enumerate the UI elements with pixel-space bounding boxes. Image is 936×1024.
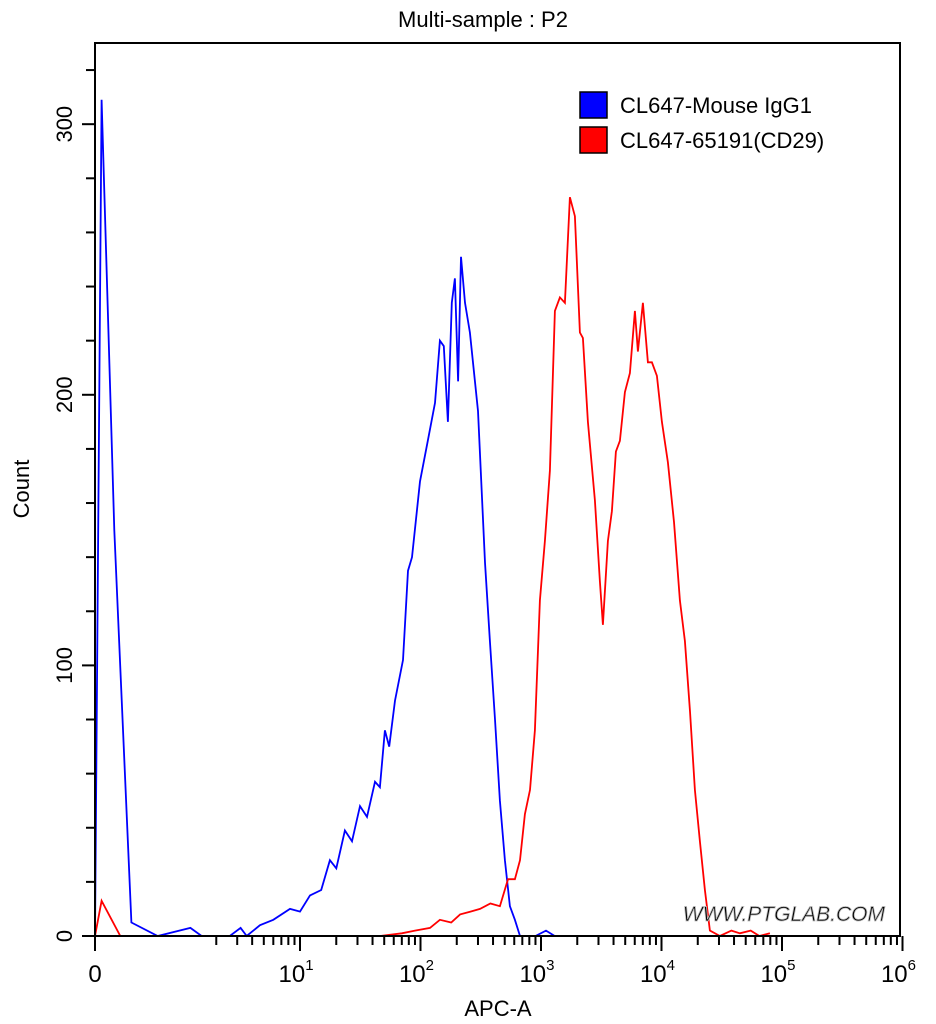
x-tick-label: 104 (640, 957, 675, 988)
legend-swatch-cd29 (579, 126, 608, 154)
y-axis-label: Count (9, 460, 34, 519)
x-tick-label: 102 (399, 957, 434, 988)
x-tick-label: 106 (881, 957, 916, 988)
legend-swatch-isotype (579, 91, 608, 119)
x-axis-label: APC-A (464, 996, 532, 1021)
x-tick-exponent: 1 (305, 957, 313, 974)
legend: CL647-Mouse IgG1 CL647-65191(CD29) (579, 91, 824, 154)
x-tick-label: 103 (519, 957, 554, 988)
x-tick-exponent: 5 (787, 957, 795, 974)
x-tick-exponent: 3 (546, 957, 554, 974)
y-tick-label: 200 (52, 376, 77, 413)
legend-label-isotype: CL647-Mouse IgG1 (620, 93, 812, 118)
x-tick-exponent: 6 (908, 957, 916, 974)
watermark: WWW.PTGLAB.COM (683, 903, 886, 926)
series-line-cd29 (94, 196, 771, 938)
x-tick-exponent: 2 (426, 957, 434, 974)
x-tick-label: 105 (760, 957, 795, 988)
y-tick-label: 100 (52, 647, 77, 684)
y-tick-label: 300 (52, 106, 77, 143)
x-tick-label: 0 (88, 961, 101, 988)
chart-title: Multi-sample : P2 (398, 7, 568, 32)
x-tick-exponent: 4 (667, 957, 675, 974)
plot-frame (94, 42, 901, 937)
y-tick-label: 0 (52, 930, 77, 942)
series-line-isotype (94, 99, 556, 938)
x-tick-label: 101 (278, 957, 313, 988)
legend-label-cd29: CL647-65191(CD29) (620, 128, 824, 153)
